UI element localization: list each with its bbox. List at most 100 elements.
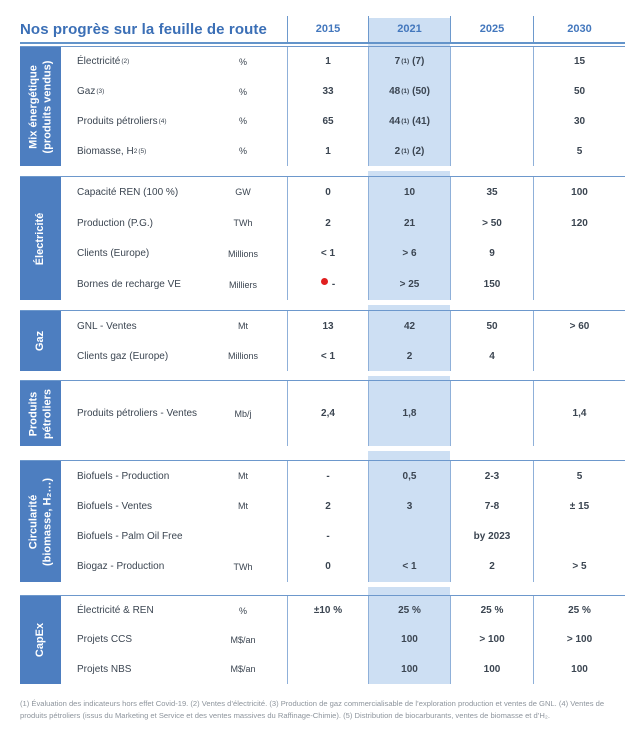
table-row: Projets NBS M$/an 100 100 100 [61,654,625,684]
value-cell-2015: - [287,521,368,552]
row-label: Biofuels - Palm Oil Free [77,531,183,543]
footnotes: (1) Évaluation des indicateurs hors effe… [20,699,605,720]
unit-label: % [238,116,247,127]
value-cell-2021: 7 (1) (7) [368,47,450,77]
value-cell-2030: 5 [533,461,625,492]
value-cell-2015: 1 [287,47,368,77]
value-cell-2021: 44 (1) (41) [368,106,450,137]
unit-label: Millions [227,248,258,259]
unit-label: Mt [238,321,248,331]
value-cell-2015: < 1 [287,238,368,270]
value-cell-2021: 1,8 [368,381,450,446]
section-rows: GNL - Ventes Mt 13 42 50 > 60 Clients ga… [61,311,625,371]
value-cell-2025: 2 [450,551,533,582]
value-cell-2015: - [287,269,368,300]
row-label: Électricité & REN [77,605,154,617]
value-cell-2021: 3 [368,491,450,522]
value-cell-2021: 48 (1) (50) [368,76,450,107]
column-header-2025: 2025 [450,16,533,42]
table-row: Capacité REN (100 %) GW 0 10 35 100 [61,177,625,208]
table-header: Nos progrès sur la feuille de route 2015… [20,16,625,44]
value-cell-2015 [287,654,368,684]
unit-label: TWh [233,218,253,229]
row-label: GNL - Ventes [77,320,137,332]
value-cell-2030: 1,4 [533,381,625,446]
value-cell-2025 [450,381,533,446]
value-cell-2021: > 6 [368,238,450,270]
value-cell-2030: 5 [533,136,625,166]
section-electricite: Électricité Capacité REN (100 %) GW 0 10… [20,176,625,305]
value-cell-2015: 1 [287,136,368,166]
value-cell-2030: 120 [533,207,625,239]
section-rows: Produits pétroliers - Ventes Mb/j 2,4 1,… [61,381,625,446]
section-rows: Électricité (2) % 1 7 (1) (7) 15 Gaz (3) % 3… [61,47,625,166]
unit-label: Mt [238,471,248,482]
sidebar-label: Électricité [33,212,46,265]
table-row: Produits pétroliers (4) % 65 44 (1) (41) 30 [61,106,625,137]
value-cell-2025 [450,136,533,166]
value-cell-2025: > 50 [450,207,533,239]
table-row: Produits pétroliers - Ventes Mb/j 2,4 1,… [61,381,625,446]
row-label: Biomasse, H 2 (5) [77,145,147,157]
unit-label: % [238,146,247,157]
unit-label: M$/an [230,634,256,645]
table-row: Clients gaz (Europe) Millions < 1 2 4 [61,341,625,371]
unit-label: Milliers [229,279,257,290]
value-cell-2025 [450,47,533,77]
row-label: Clients (Europe) [77,248,150,260]
value-cell-2021: > 25 [368,269,450,300]
value-cell-2025: 50 [450,311,533,341]
red-dot-icon [320,278,328,286]
value-cell-2030: 30 [533,106,625,137]
value-cell-2030 [533,269,625,300]
value-cell-2015: 2,4 [287,381,368,446]
value-cell-2021: 42 [368,311,450,341]
value-cell-2030: ± 15 [533,491,625,522]
sidebar-label: Gaz [33,330,46,352]
table-row: Projets CCS M$/an 100 > 100 > 100 [61,625,625,655]
section-sidebar: Mix énergétique (produits vendus) [20,47,61,166]
value-cell-2021: 2 [368,341,450,371]
sidebar-label: CapEx [33,622,46,658]
section-capex: CapEx Électricité & REN % ±10 % 25 % 25 … [20,595,625,689]
table-row: Biomasse, H 2 (5) % 1 2 (1) (2) 5 [61,136,625,166]
value-cell-2021: 10 [368,177,450,208]
row-label: Projets CCS [77,634,133,646]
section-mix-energetique: Mix énergétique (produits vendus) Électr… [20,46,625,171]
row-label: Biofuels - Ventes [77,500,153,512]
value-cell-2025: 25 % [450,596,533,626]
value-cell-2025 [450,106,533,137]
row-label: Capacité REN (100 %) [77,186,179,198]
table-row: Biofuels - Production Mt - 0,5 2-3 5 [61,461,625,492]
value-cell-2015: 0 [287,551,368,582]
value-cell-2015 [287,625,368,655]
value-cell-2030: 25 % [533,596,625,626]
section-circularite: Circularité (biomasse, H₂…) Biofuels - P… [20,460,625,587]
value-cell-2015: < 1 [287,341,368,371]
section-sidebar: Produits pétroliers [20,381,61,446]
section-sidebar: Circularité (biomasse, H₂…) [20,461,61,582]
table-row: GNL - Ventes Mt 13 42 50 > 60 [61,311,625,341]
section-rows: Électricité & REN % ±10 % 25 % 25 % 25 %… [61,596,625,684]
value-cell-2030: > 5 [533,551,625,582]
section-sidebar: CapEx [20,596,61,684]
row-label: Produits pétroliers - Ventes [77,408,198,419]
value-cell-2015: 2 [287,491,368,522]
row-label: Projets NBS [77,663,132,675]
value-cell-2025: 4 [450,341,533,371]
value-cell-2025: by 2023 [450,521,533,552]
unit-label: GW [235,187,251,198]
table-row: Biofuels - Ventes Mt 2 3 7-8 ± 15 [61,491,625,522]
page-title: Nos progrès sur la feuille de route [20,20,267,38]
value-cell-2015: 33 [287,76,368,107]
value-cell-2021: 25 % [368,596,450,626]
table-row: Biofuels - Palm Oil Free - by 2023 [61,521,625,552]
sidebar-label: Circularité (biomasse, H₂…) [26,477,53,566]
table-row: Gaz (3) % 33 48 (1) (50) 50 [61,76,625,107]
value-cell-2030: 100 [533,177,625,208]
value-cell-2030: > 60 [533,311,625,341]
value-cell-2021 [368,521,450,552]
section-rows: Capacité REN (100 %) GW 0 10 35 100 Prod… [61,177,625,300]
value-cell-2025 [450,76,533,107]
value-cell-2021: 21 [368,207,450,239]
